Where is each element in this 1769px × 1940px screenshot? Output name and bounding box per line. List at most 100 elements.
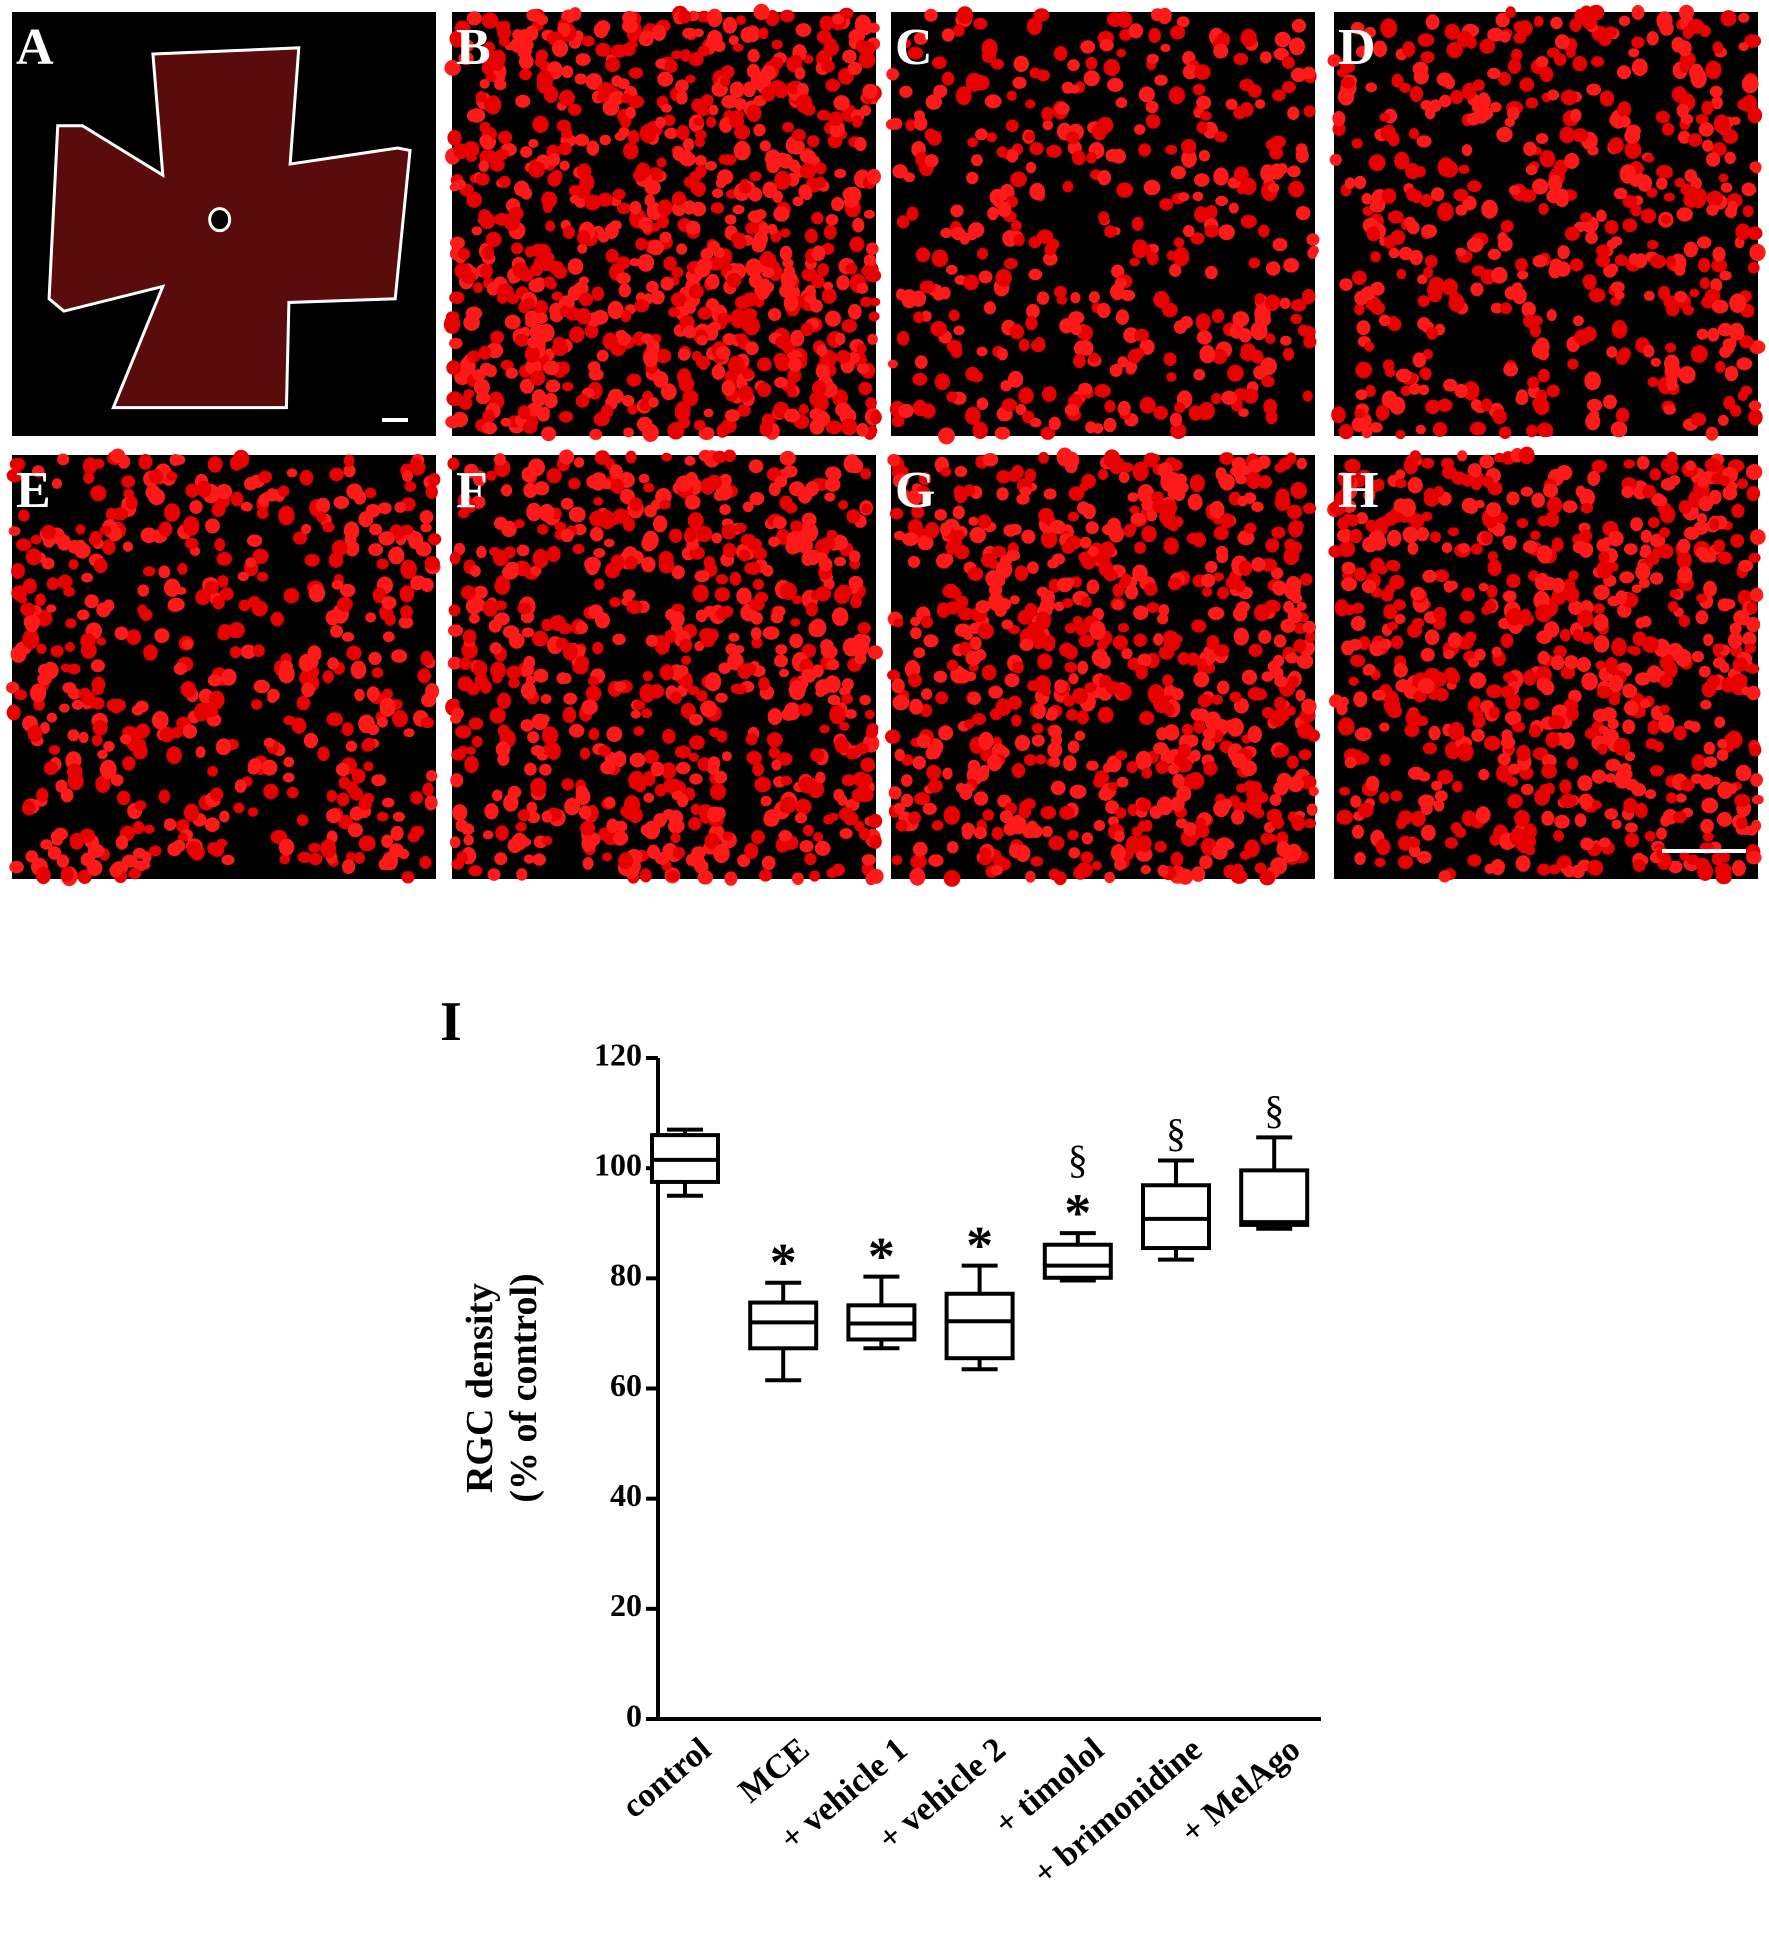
cell-nucleus <box>207 765 219 777</box>
cell-nucleus <box>1443 649 1455 660</box>
cell-nucleus <box>597 192 613 207</box>
cell-nucleus <box>219 810 230 823</box>
cell-nucleus <box>1194 173 1210 187</box>
cell-nucleus <box>1517 270 1529 280</box>
cell-nucleus <box>1744 34 1762 48</box>
cell-nucleus <box>1662 168 1673 179</box>
cell-nucleus <box>1196 330 1213 345</box>
cell-nucleus <box>689 773 703 785</box>
cell-nucleus <box>485 364 497 378</box>
cell-nucleus <box>419 510 434 524</box>
cell-nucleus <box>461 823 475 835</box>
cell-nucleus <box>1646 187 1658 198</box>
cell-nucleus <box>1332 111 1346 127</box>
cell-nucleus <box>912 841 928 857</box>
cell-nucleus <box>854 742 869 755</box>
cell-nucleus <box>833 95 850 111</box>
cell-nucleus <box>465 464 478 476</box>
cell-nucleus <box>678 376 695 393</box>
cell-nucleus <box>1280 335 1292 346</box>
cell-nucleus <box>278 505 295 526</box>
cell-nucleus <box>472 282 484 294</box>
cell-nucleus <box>1209 500 1225 519</box>
cell-nucleus <box>1678 4 1695 21</box>
cell-nucleus <box>1437 769 1454 785</box>
cell-nucleus <box>316 511 327 523</box>
cell-nucleus <box>1254 312 1272 327</box>
cell-nucleus <box>510 242 524 255</box>
cell-nucleus <box>1496 126 1513 143</box>
cell-nucleus <box>913 31 928 45</box>
cell-nucleus <box>648 397 659 408</box>
cell-nucleus <box>1021 529 1036 544</box>
cell-nucleus <box>186 841 202 858</box>
cell-nucleus <box>1529 324 1541 338</box>
cell-nucleus <box>854 137 867 152</box>
cell-nucleus <box>1467 854 1482 867</box>
cell-nucleus <box>1473 709 1484 720</box>
cell-nucleus <box>378 531 395 546</box>
cell-nucleus <box>233 802 245 814</box>
cell-nucleus <box>1644 154 1655 163</box>
cell-nucleus <box>277 485 290 497</box>
cell-nucleus <box>1429 531 1442 543</box>
cell-nucleus <box>891 678 905 694</box>
cell-nucleus <box>581 699 598 715</box>
cell-nucleus <box>737 403 751 417</box>
cell-nucleus <box>545 220 556 232</box>
cell-nucleus <box>988 685 1003 699</box>
cell-nucleus <box>809 870 820 882</box>
cell-nucleus <box>558 89 576 107</box>
cell-nucleus <box>842 187 858 202</box>
cell-nucleus <box>1302 620 1316 634</box>
cell-nucleus <box>526 811 541 824</box>
cell-nucleus <box>863 209 876 219</box>
cell-nucleus <box>342 859 356 875</box>
cell-nucleus <box>803 54 814 64</box>
cell-nucleus <box>724 214 737 225</box>
cell-nucleus <box>841 774 856 787</box>
cell-nucleus <box>516 544 530 557</box>
cell-nucleus <box>633 700 646 711</box>
cell-nucleus <box>59 703 70 713</box>
cell-nucleus <box>1505 607 1523 626</box>
cell-nucleus <box>1535 133 1549 144</box>
cell-nucleus <box>27 725 43 742</box>
cell-nucleus <box>861 265 875 277</box>
cell-nucleus <box>779 9 795 23</box>
cell-nucleus <box>1269 163 1285 180</box>
cell-nucleus <box>428 533 442 546</box>
cell-nucleus <box>1551 537 1564 552</box>
cell-nucleus <box>825 420 843 435</box>
cell-nucleus <box>354 851 365 864</box>
cell-nucleus <box>1167 763 1180 775</box>
cell-nucleus <box>642 770 656 787</box>
cell-nucleus <box>689 170 702 183</box>
cell-nucleus <box>1276 744 1290 757</box>
cell-nucleus <box>934 509 947 521</box>
cell-nucleus <box>1227 364 1244 382</box>
cell-nucleus <box>1344 458 1361 473</box>
cell-nucleus <box>999 810 1014 824</box>
cell-nucleus <box>747 561 761 575</box>
cell-nucleus <box>1115 807 1127 819</box>
cell-nucleus <box>975 600 991 614</box>
cell-nucleus <box>1141 767 1153 779</box>
cell-nucleus <box>813 832 824 842</box>
cell-nucleus <box>561 778 575 791</box>
cell-nucleus <box>503 793 519 812</box>
cell-nucleus <box>1170 851 1184 867</box>
cell-nucleus <box>799 163 817 179</box>
cell-nucleus <box>1153 742 1169 755</box>
cell-nucleus <box>1690 412 1707 427</box>
cell-nucleus <box>650 290 665 305</box>
cell-nucleus <box>1205 205 1218 219</box>
cell-nucleus <box>1033 8 1050 22</box>
cell-nucleus <box>823 281 834 291</box>
cell-nucleus <box>1153 405 1169 420</box>
cell-nucleus <box>1182 723 1194 736</box>
cell-nucleus <box>782 122 794 133</box>
cell-nucleus <box>1132 461 1149 482</box>
cell-nucleus <box>1428 289 1442 303</box>
cell-nucleus <box>626 600 643 615</box>
